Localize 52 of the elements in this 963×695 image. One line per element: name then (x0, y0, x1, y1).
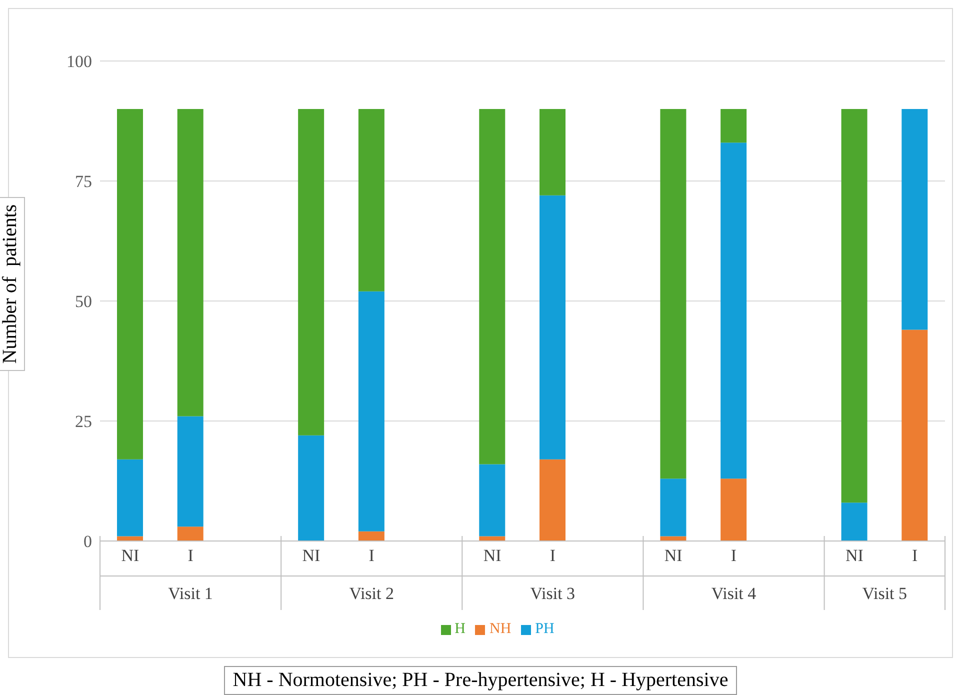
x-tick-label: I (188, 546, 194, 566)
bar (358, 531, 384, 541)
bar (298, 109, 324, 436)
x-tick-label: NI (121, 546, 140, 566)
bar (841, 109, 868, 503)
x-tick-label: NI (845, 546, 864, 566)
bar (117, 459, 143, 536)
bar (841, 502, 868, 541)
text: Visit 5 (862, 584, 908, 603)
bar (479, 536, 506, 541)
x-tick-label: NI (483, 546, 502, 566)
bar (358, 109, 384, 292)
bar (720, 478, 747, 541)
text: Visit 2 (349, 584, 394, 603)
x-tick-label: I (550, 546, 556, 566)
legend-label: H (454, 621, 466, 637)
bar (117, 536, 143, 541)
bar (479, 464, 506, 536)
x-tick-label: I (912, 546, 918, 566)
y-tick-label: 25 (75, 412, 92, 432)
x-tick-label: NI (664, 546, 683, 566)
legend-label: NH (489, 621, 512, 637)
bar (479, 109, 506, 464)
bar (660, 109, 686, 479)
x-tick-label: I (368, 546, 375, 566)
bar (177, 416, 204, 527)
bar (358, 291, 384, 532)
y-tick-label: 50 (75, 292, 92, 312)
y-tick-label: 75 (75, 172, 92, 192)
bar (720, 109, 747, 143)
bar (177, 109, 204, 416)
y-axis-title: Number of patients (0, 196, 24, 370)
bar (902, 109, 928, 330)
bar (177, 526, 204, 541)
bar (902, 330, 928, 541)
y-tick-label: 0 (84, 532, 92, 552)
bar (298, 435, 324, 541)
bar (540, 195, 566, 460)
x-tick-label: NI (302, 546, 321, 566)
bar (720, 142, 747, 479)
y-tick-label: 100 (66, 52, 92, 72)
bar (117, 109, 143, 460)
legend-label: PH (535, 621, 554, 637)
x-tick-label: I (730, 546, 737, 566)
text: NH - Normotensive; PH - Pre-hypertensive; H - Hypertensive (224, 666, 738, 695)
bar (540, 459, 566, 541)
text: Visit 1 (168, 584, 213, 603)
bar (660, 536, 686, 541)
text: Visit 4 (711, 584, 757, 603)
bar (660, 478, 686, 536)
bar (540, 109, 566, 196)
text: Visit 3 (530, 584, 576, 603)
